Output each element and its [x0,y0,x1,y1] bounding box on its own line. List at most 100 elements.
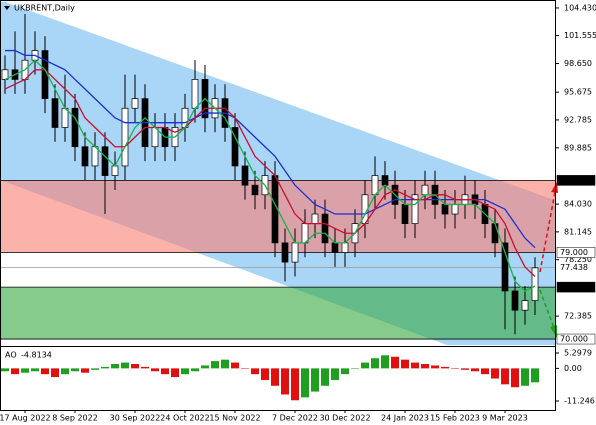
candle-body [251,184,259,196]
candle-body [441,204,449,215]
candle-body [131,98,139,109]
x-tick-label: 15 Nov 2022 [209,414,260,423]
x-tick-label: 15 Feb 2023 [430,414,480,423]
y-tick-label: 78.250 [564,255,592,264]
level-label: 86.500 [560,176,588,185]
ao-bar [321,368,329,386]
ao-bar [1,368,9,372]
ao-pane [1,355,539,401]
candle-body [81,146,89,167]
channel [0,2,555,345]
ao-bar [421,364,429,369]
candle-body [51,98,59,128]
candle-body [241,165,249,186]
ao-bar [211,361,219,369]
ao-bar [31,368,39,372]
ao-bar [501,368,509,385]
candle-body [121,107,129,167]
ao-bar [381,355,389,369]
ao-bar [491,368,499,379]
candle-body [231,127,239,167]
candle-body [421,184,429,196]
candle-body [381,175,389,186]
y-tick-label: 101.555 [564,31,596,40]
ao-bar [171,368,179,378]
y-tick-label: 98.650 [564,59,592,68]
ao-bar [441,366,449,369]
ao-bar [391,356,399,369]
x-tick-label: 24 Oct 2022 [160,414,209,423]
x-tick-label: 7 Dec 2022 [272,414,318,423]
ao-tick-label: -11.246 [564,396,595,405]
current-price-bg [557,262,595,273]
ao-bar [131,364,139,369]
ao-bar [341,368,349,375]
ao-bar [221,359,229,369]
frame [0,0,556,411]
candle-body [411,194,419,224]
ao-bar [191,368,199,372]
ao-bar [201,365,209,369]
candle-body [191,79,199,109]
candle-body [101,146,109,176]
candle-body [401,204,409,224]
level-label: 79.000 [560,248,588,257]
chart-title: UKBRENT,Daily [14,4,75,13]
candle-body [501,242,509,292]
arrow-head [551,182,558,193]
y-tick-label: 92.785 [564,115,592,124]
level-label-bg [556,175,596,186]
ao-bar [241,368,249,369]
ao-bar [371,358,379,369]
ao-bar [251,368,259,375]
ao-tick-label: 5.2979 [564,348,592,357]
y-tick-label: 81.145 [564,227,592,236]
ao-bar [101,366,109,369]
ao-bar [531,368,539,383]
ao-bar [361,362,369,369]
ao-bar [401,359,409,369]
ao-bar [181,368,189,375]
candle-body [531,267,539,301]
candle-body [331,242,339,253]
candle-body [111,165,119,176]
ao-bar [481,368,489,375]
ao-bar [411,362,419,369]
candle-body [511,290,519,311]
ao-tick-label: 0.00 [564,364,582,373]
axis: 104.430 101.555 98.650 95.675 92.785 89.885 84… [0,3,596,422]
ao-bar [351,368,359,369]
y-tick-label: 104.430 [564,3,596,12]
ao-bar [281,368,289,395]
candle-body [321,213,329,244]
menu-icon[interactable] [4,6,10,10]
ao-bar [111,364,119,369]
ao-bar [471,368,479,372]
candle-body [291,242,299,263]
ao-bar [121,362,129,369]
ao-bar [141,366,149,369]
x-tick-label: 9 Mar 2023 [482,414,528,423]
ao-bar [151,368,159,372]
price-marks [0,14,555,340]
ao-bar [461,368,469,370]
ao-bar [61,368,69,375]
ao-value: -4.8134 [21,351,52,360]
ao-bar [81,368,89,373]
level-label-bg [556,247,596,258]
current-price-label: 77.438 [560,263,588,272]
ao-bar [331,368,339,380]
ao-bar [261,368,269,380]
ma-line [5,49,536,249]
ao-bar [21,368,29,373]
ao-bar [41,368,49,375]
ao-bar [51,368,59,378]
ao-bar [91,368,99,370]
ao-bar [451,368,459,369]
ao-bar [71,368,79,372]
y-tick-label: 84.030 [564,200,592,209]
candle-body [281,242,289,263]
zone [0,287,555,340]
ma-line [4,59,536,292]
